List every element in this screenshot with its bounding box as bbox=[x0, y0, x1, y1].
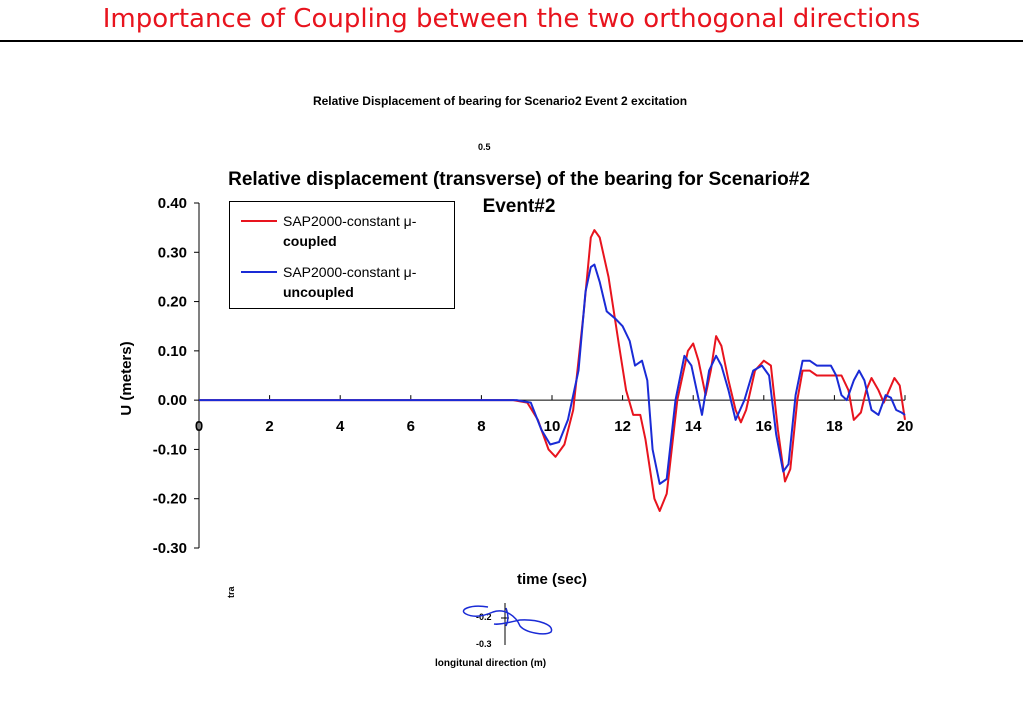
x-tick-label: 6 bbox=[407, 418, 415, 435]
y-axis-label: U (meters) bbox=[118, 341, 135, 415]
title-divider bbox=[0, 40, 1023, 42]
chart-title: Relative displacement (transverse) of th… bbox=[228, 169, 810, 217]
x-tick-label: 12 bbox=[614, 418, 631, 435]
background-chart-title: Relative Displacement of bearing for Sce… bbox=[312, 94, 688, 108]
y-tick-label: 0.40 bbox=[158, 195, 187, 212]
x-tick-label: 18 bbox=[826, 418, 843, 435]
y-tick-label: 0.00 bbox=[158, 392, 187, 409]
background-chart-ytick: -0.2 bbox=[476, 612, 492, 622]
y-tick-label: 0.20 bbox=[158, 294, 187, 311]
x-tick-label: 0 bbox=[195, 418, 203, 435]
x-tick-label: 20 bbox=[897, 418, 914, 435]
legend-swatch-uncoupled bbox=[241, 271, 277, 273]
x-axis-label: time (sec) bbox=[517, 571, 587, 588]
x-tick-label: 16 bbox=[755, 418, 772, 435]
legend-label-coupled-suffix: coupled bbox=[283, 233, 337, 249]
series-line-coupled bbox=[199, 229, 906, 512]
legend-label-uncoupled-suffix: uncoupled bbox=[283, 284, 354, 300]
legend-swatch-coupled bbox=[241, 220, 277, 222]
background-chart-xlabel: longitunal direction (m) bbox=[435, 658, 547, 669]
legend-item-uncoupled: SAP2000-constant μ- uncoupled bbox=[238, 261, 453, 305]
slide-title: Importance of Coupling between the two o… bbox=[102, 4, 921, 34]
legend-label-coupled: SAP2000-constant μ- bbox=[283, 213, 417, 229]
y-tick-label: -0.20 bbox=[153, 491, 187, 508]
chart-legend: SAP2000-constant μ- coupled SAP2000-cons… bbox=[229, 201, 455, 309]
y-tick-label: -0.30 bbox=[153, 540, 187, 557]
x-tick-label: 10 bbox=[544, 418, 561, 435]
y-tick-label: 0.30 bbox=[158, 244, 187, 261]
legend-label-uncoupled: SAP2000-constant μ- bbox=[283, 264, 417, 280]
background-chart-top-tick: 0.5 bbox=[478, 142, 491, 152]
background-chart-trace bbox=[462, 605, 553, 635]
x-tick-label: 2 bbox=[265, 418, 273, 435]
x-tick-label: 14 bbox=[685, 418, 702, 435]
y-tick-label: 0.10 bbox=[158, 343, 187, 360]
x-tick-label: 4 bbox=[336, 418, 345, 435]
series-line-uncoupled bbox=[199, 263, 906, 485]
background-chart-ytick: -0.3 bbox=[476, 639, 492, 649]
x-tick-label: 8 bbox=[477, 418, 485, 435]
legend-item-coupled: SAP2000-constant μ- coupled bbox=[238, 210, 453, 254]
y-tick-label: -0.10 bbox=[153, 441, 187, 458]
